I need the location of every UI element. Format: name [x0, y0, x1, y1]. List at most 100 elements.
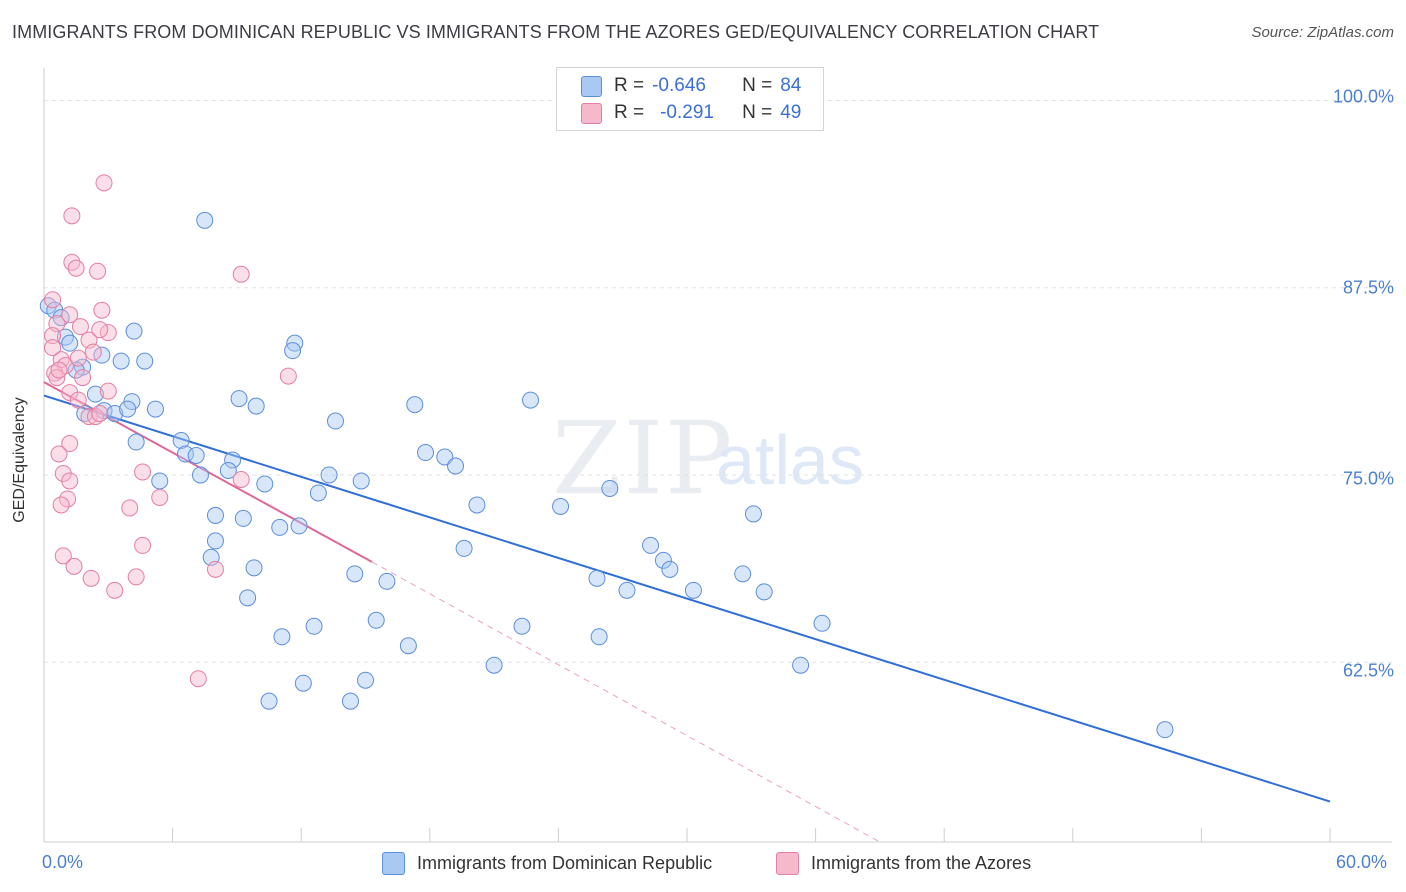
data-point-dominican — [684, 581, 702, 599]
data-point-dominican — [399, 637, 417, 655]
legend-swatch-pink — [581, 102, 602, 124]
data-point-azores — [63, 207, 81, 225]
data-point-dominican — [1156, 721, 1174, 739]
data-point-dominican — [792, 656, 810, 674]
series-legend-dominican: Immigrants from Dominican Republic — [382, 852, 712, 875]
legend-row-dominican: R = -0.646 N = 84 — [581, 73, 801, 99]
data-point-dominican — [176, 445, 194, 463]
legend-row-azores: R = -0.291 N = 49 — [581, 100, 801, 126]
data-point-dominican — [326, 412, 344, 430]
data-point-azores — [121, 499, 139, 517]
data-point-dominican — [417, 444, 435, 462]
source-label: Source: ZipAtlas.com — [1251, 24, 1394, 41]
y-tick-label-75: 75.0% — [1342, 468, 1394, 489]
data-point-dominican — [136, 352, 154, 370]
legend-r-label: R = — [614, 75, 645, 96]
data-point-dominican — [284, 342, 302, 360]
data-point-dominican — [294, 674, 312, 692]
legend-swatch-blue — [581, 75, 602, 97]
watermark-atlas: atlas — [716, 421, 864, 499]
data-point-azores — [206, 560, 224, 578]
data-point-dominican — [485, 656, 503, 674]
y-tick-label-62-5: 62.5% — [1342, 660, 1394, 681]
data-point-azores — [84, 343, 102, 361]
data-point-dominican — [112, 352, 130, 370]
data-point-dominican — [734, 565, 752, 583]
data-point-azores — [69, 391, 87, 409]
data-point-dominican — [552, 497, 570, 515]
data-point-azores — [91, 321, 109, 339]
data-point-azores — [93, 301, 111, 319]
data-point-azores — [106, 581, 124, 599]
data-point-azores — [91, 405, 109, 423]
data-point-azores — [44, 291, 62, 309]
data-point-dominican — [271, 518, 289, 536]
data-point-dominican — [290, 517, 308, 535]
data-point-dominican — [119, 400, 137, 418]
data-point-dominican — [601, 479, 619, 497]
trendline — [43, 394, 1331, 803]
data-point-dominican — [661, 560, 679, 578]
legend-n-value: 84 — [780, 75, 802, 96]
data-point-azores — [44, 327, 62, 345]
data-point-dominican — [230, 390, 248, 408]
data-point-azores — [50, 361, 68, 379]
data-point-dominican — [245, 559, 263, 577]
data-point-azores — [74, 369, 92, 387]
data-point-dominican — [755, 583, 773, 601]
data-point-azores — [134, 536, 152, 554]
data-point-dominican — [305, 617, 323, 635]
y-tick-label-87-5: 87.5% — [1342, 277, 1394, 298]
watermark-zip: ZIP — [552, 400, 735, 517]
data-point-dominican — [273, 628, 291, 646]
data-point-azores — [61, 435, 79, 453]
data-point-azores — [82, 569, 100, 587]
series-swatch-blue — [382, 852, 405, 875]
data-point-dominican — [346, 565, 364, 583]
data-point-azores — [279, 367, 297, 385]
data-point-dominican — [151, 472, 169, 490]
data-point-azores — [189, 670, 207, 688]
data-point-dominican — [813, 614, 831, 632]
data-point-azores — [61, 472, 79, 490]
data-point-dominican — [744, 505, 762, 523]
data-point-azores — [65, 557, 83, 575]
data-point-azores — [99, 382, 117, 400]
data-point-azores — [95, 174, 113, 192]
data-point-dominican — [86, 385, 104, 403]
data-point-dominican — [125, 322, 143, 340]
series-legend-label: Immigrants from Dominican Republic — [417, 853, 713, 873]
y-tick-label-100: 100.0% — [1332, 86, 1394, 107]
data-point-dominican — [522, 391, 540, 409]
data-point-azores — [89, 262, 107, 280]
data-point-dominican — [357, 671, 374, 689]
data-point-dominican — [191, 466, 209, 484]
data-point-dominican — [447, 457, 465, 475]
data-point-azores — [61, 306, 79, 324]
legend-r-value: -0.646 — [652, 75, 706, 96]
data-point-dominican — [320, 466, 338, 484]
legend-n-label: N = — [742, 102, 773, 123]
y-axis-label: GED/Equivalency — [11, 397, 28, 523]
series-legend-azores: Immigrants from the Azores — [776, 852, 1031, 875]
data-point-dominican — [187, 447, 205, 465]
data-point-dominican — [127, 433, 145, 451]
data-point-dominican — [224, 451, 242, 469]
data-point-dominican — [247, 397, 265, 415]
series-legend-label: Immigrants from the Azores — [811, 853, 1032, 873]
data-point-dominican — [239, 589, 257, 607]
correlation-legend: R = -0.646 N = 84 R = -0.291 N = 49 — [556, 67, 824, 131]
chart-title: IMMIGRANTS FROM DOMINICAN REPUBLIC VS IM… — [12, 22, 1100, 42]
data-point-dominican — [56, 328, 74, 346]
data-point-dominican — [61, 334, 79, 352]
legend-r-value: -0.291 — [660, 102, 714, 123]
data-point-azores — [80, 408, 98, 426]
data-point-azores — [63, 253, 81, 271]
data-point-dominican — [196, 211, 214, 229]
data-point-azores — [134, 463, 152, 481]
data-point-dominican — [172, 432, 190, 450]
data-point-azores — [67, 259, 85, 277]
data-point-azores — [127, 568, 145, 586]
legend-r-label: R = — [614, 102, 645, 123]
